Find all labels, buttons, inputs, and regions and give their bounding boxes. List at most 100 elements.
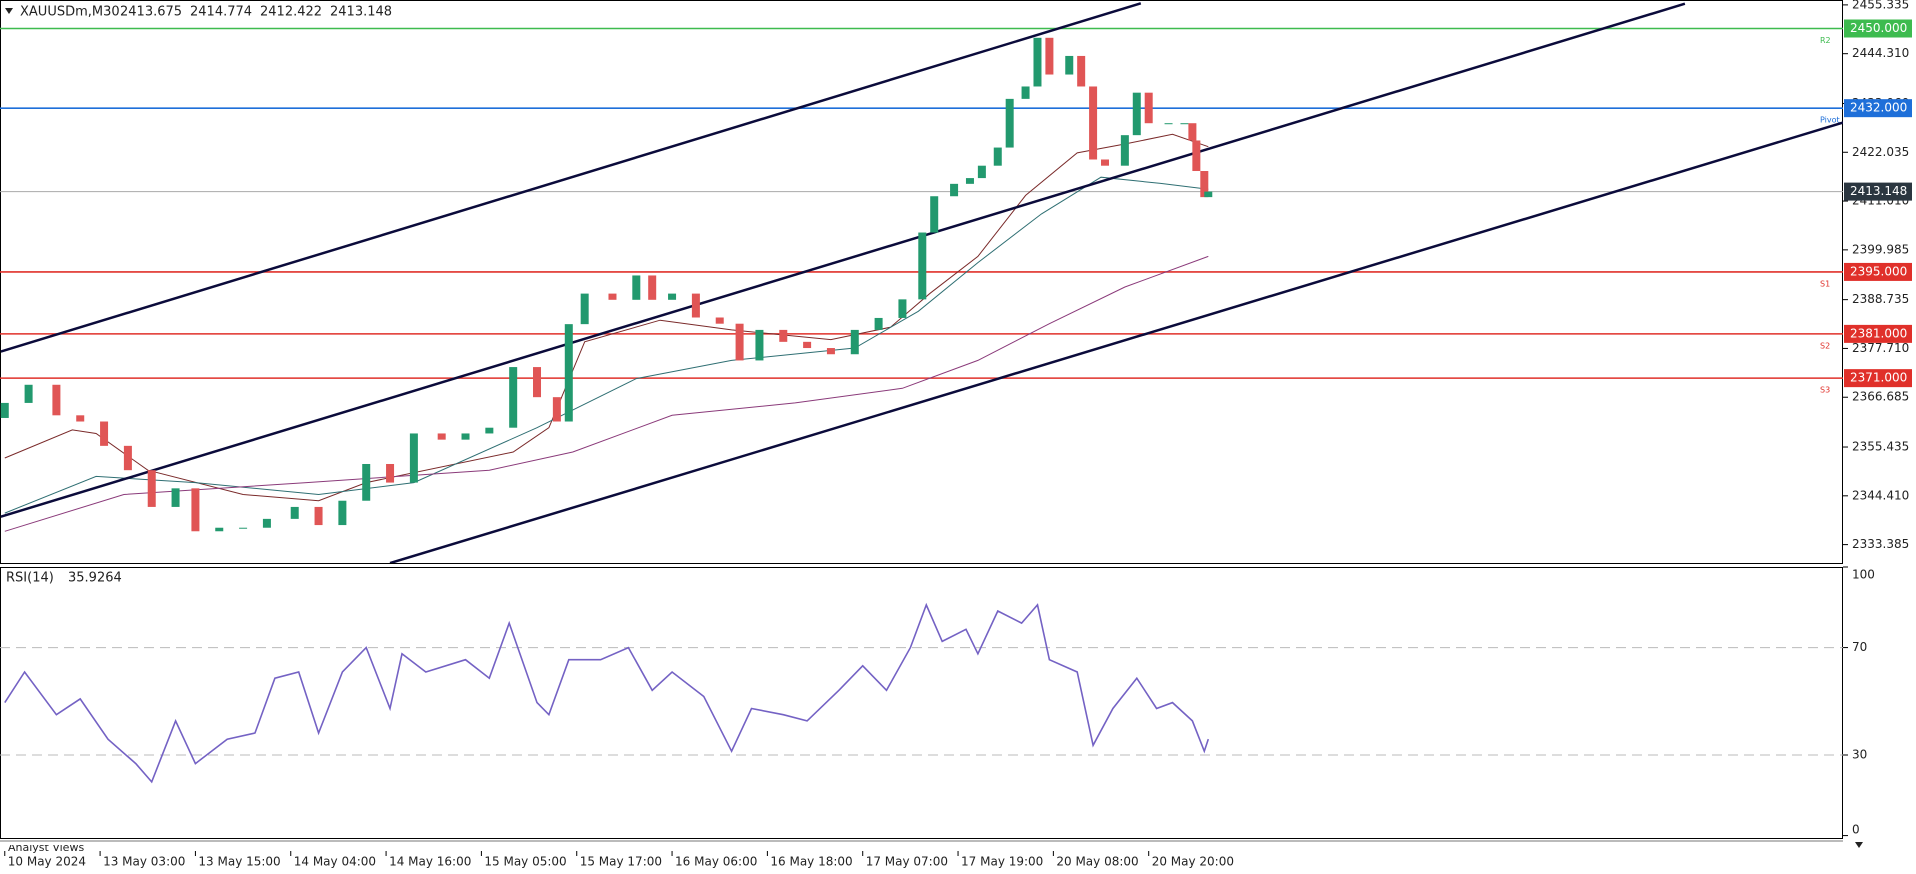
candle [24, 384, 33, 403]
y-tick-label: 2455.335 [1852, 0, 1909, 11]
level-label-box [1844, 262, 1912, 281]
candle [691, 293, 700, 318]
candle [362, 463, 371, 501]
candle [950, 183, 959, 197]
candle [1180, 123, 1189, 125]
y-tick-label: 2388.735 [1852, 292, 1909, 306]
candle [533, 367, 542, 398]
axes: 2455.3352444.3102433.0602422.0352411.010… [4, 0, 1912, 869]
x-tick-label: 15 May 17:00 [580, 855, 662, 869]
moving-average [4, 176, 1209, 514]
level-label-box [1844, 369, 1912, 388]
x-tick-label: 13 May 03:00 [103, 855, 185, 869]
candle [1089, 86, 1098, 160]
candle [100, 421, 109, 446]
scroll-icon[interactable] [1855, 842, 1863, 848]
candle [461, 433, 470, 440]
x-tick-label: 20 May 08:00 [1056, 855, 1138, 869]
menu-icon[interactable] [5, 8, 13, 14]
candle [239, 527, 248, 529]
header-value: 2414.774 [190, 5, 252, 20]
candle [608, 293, 617, 300]
candle [1101, 159, 1110, 166]
level-name: R2 [1820, 36, 1831, 45]
rsi-value: 35.9264 [68, 571, 122, 586]
candle [779, 329, 788, 342]
candle [386, 463, 395, 483]
price-label: 2413.148 [1850, 184, 1907, 198]
candle [1077, 55, 1086, 87]
candle [715, 317, 724, 324]
price-label-box [1844, 182, 1912, 201]
candle [1164, 123, 1173, 125]
candle [874, 317, 883, 330]
candle [552, 397, 561, 422]
y-tick-label: 2333.385 [1852, 537, 1909, 551]
level-label: 2395.000 [1850, 264, 1907, 278]
level-name: S3 [1820, 386, 1830, 395]
candle [803, 341, 812, 349]
candle [1005, 98, 1014, 148]
level-label: 2381.000 [1850, 326, 1907, 340]
candle [965, 178, 974, 184]
level-label: 2371.000 [1850, 371, 1907, 385]
candle [1200, 171, 1209, 198]
moving-average [4, 133, 1209, 502]
candle [668, 293, 677, 300]
moving-average [4, 255, 1209, 532]
footer-tab[interactable]: Analyst Views [8, 841, 84, 854]
candle [1021, 86, 1030, 99]
candle [1188, 123, 1197, 141]
candle [1192, 140, 1201, 172]
candle [1132, 92, 1141, 136]
rsi-panel [0, 567, 1843, 839]
candle [215, 527, 224, 532]
x-tick-label: 13 May 15:00 [198, 855, 280, 869]
y-tick-label: 30 [1852, 748, 1867, 762]
candle [409, 433, 418, 483]
level-label-box [1844, 324, 1912, 343]
header-value: 2413.675 [120, 5, 182, 20]
x-tick-label: 20 May 20:00 [1152, 855, 1234, 869]
x-tick-label: 17 May 19:00 [961, 855, 1043, 869]
candle [338, 500, 347, 526]
candle [0, 402, 9, 418]
candle [1065, 55, 1074, 75]
x-tick-label: 14 May 16:00 [389, 855, 471, 869]
candle [930, 196, 939, 233]
candle [826, 348, 835, 355]
candle [1045, 37, 1054, 75]
level-label: 2450.000 [1850, 21, 1907, 35]
candle [977, 165, 986, 179]
y-tick-label: 2399.985 [1852, 242, 1909, 256]
candle [262, 518, 271, 528]
y-tick-label: 2366.685 [1852, 390, 1909, 404]
candle [735, 323, 744, 361]
x-tick-label: 10 May 2024 [8, 855, 86, 869]
x-tick-label: 16 May 18:00 [770, 855, 852, 869]
header-value: 2413.148 [330, 5, 392, 20]
candle [898, 299, 907, 318]
main-panel [0, 0, 1843, 564]
candle [755, 329, 764, 361]
main-plot: R2 Pivot S1 S2 S3 [0, 2, 1843, 563]
candle [580, 293, 589, 325]
channel-line [0, 2, 1686, 518]
channel-line [389, 121, 1843, 563]
rsi-line [4, 602, 1210, 784]
candle [171, 488, 180, 507]
y-tick-label: 0 [1852, 823, 1860, 837]
y-tick-label: 100 [1852, 568, 1875, 582]
x-tick-label: 14 May 04:00 [294, 855, 376, 869]
y-tick-label: 2422.035 [1852, 145, 1909, 159]
header-value: 2412.422 [260, 5, 322, 20]
symbol-title: XAUUSDm,M30 [20, 5, 120, 20]
candle [123, 445, 132, 471]
candle [76, 415, 85, 422]
candle [290, 506, 299, 519]
candle [564, 324, 573, 422]
level-name: Pivot [1820, 116, 1840, 125]
rsi-title: RSI(14) [6, 571, 54, 586]
channel-line [0, 2, 1142, 353]
